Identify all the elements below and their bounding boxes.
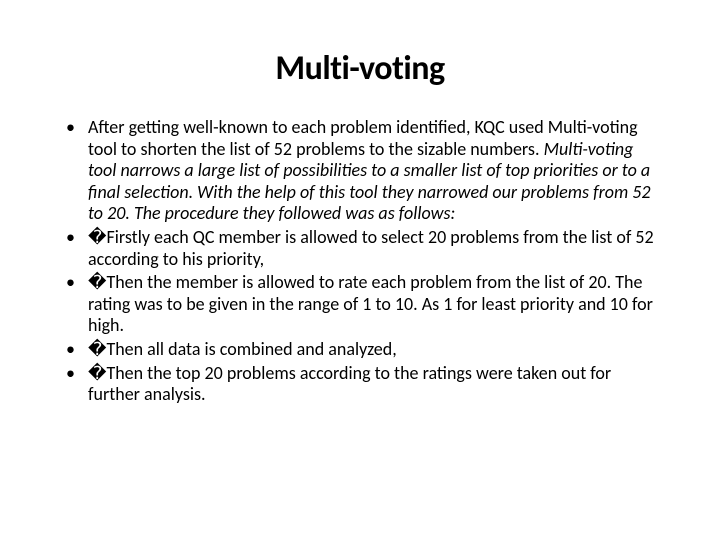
list-item: �Firstly each QC member is allowed to se… — [88, 227, 660, 270]
slide: Multi-voting After getting well-known to… — [0, 0, 720, 540]
list-item: After getting well-known to each problem… — [88, 117, 660, 225]
bullet-pre: �Then all data is combined and analyzed, — [88, 338, 397, 360]
slide-title: Multi-voting — [60, 48, 660, 89]
bullet-pre: �Then the top 20 problems according to t… — [88, 362, 611, 406]
bullet-list: After getting well-known to each problem… — [60, 117, 660, 406]
list-item: �Then all data is combined and analyzed, — [88, 339, 660, 361]
list-item: �Then the member is allowed to rate each… — [88, 272, 660, 337]
bullet-pre: �Firstly each QC member is allowed to se… — [88, 226, 654, 270]
bullet-pre: �Then the member is allowed to rate each… — [88, 271, 653, 336]
list-item: �Then the top 20 problems according to t… — [88, 363, 660, 406]
